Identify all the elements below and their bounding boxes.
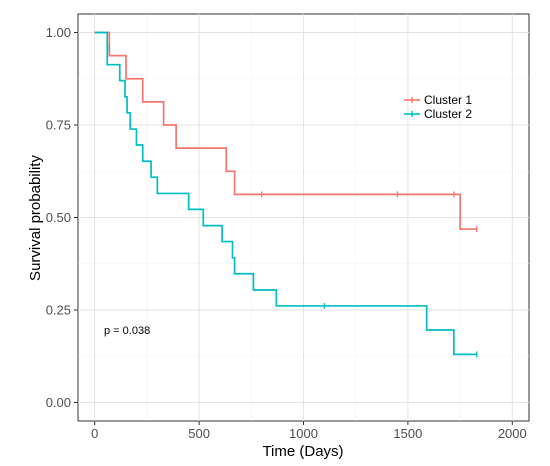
p-value-annotation: p = 0.038 — [104, 325, 150, 337]
y-axis: 0.00 0.25 0.50 0.75 1.00 — [46, 25, 78, 410]
grid-layer — [78, 14, 529, 421]
x-tick-label: 1000 — [289, 426, 318, 441]
x-tick-label: 500 — [188, 426, 210, 441]
x-tick-label: 1500 — [393, 426, 422, 441]
legend: Cluster 1 Cluster 2 — [404, 93, 472, 121]
legend-label-cluster-2: Cluster 2 — [424, 107, 472, 121]
y-tick-label: 0.25 — [46, 303, 71, 318]
y-tick-label: 0.00 — [46, 395, 71, 410]
x-tick-label: 2000 — [498, 426, 527, 441]
y-tick-label: 0.75 — [46, 118, 71, 133]
x-tick-label: 0 — [91, 426, 98, 441]
y-tick-label: 0.50 — [46, 210, 71, 225]
legend-label-cluster-1: Cluster 1 — [424, 93, 472, 107]
y-axis-title: Survival probability — [27, 155, 44, 281]
survival-curve-cluster-2 — [94, 31, 477, 356]
x-axis: 0 500 1000 1500 2000 — [91, 421, 527, 441]
y-tick-label: 1.00 — [46, 25, 71, 40]
survival-curves — [94, 31, 478, 358]
x-axis-title: Time (Days) — [262, 443, 343, 460]
survival-curve-cluster-1 — [94, 31, 477, 230]
